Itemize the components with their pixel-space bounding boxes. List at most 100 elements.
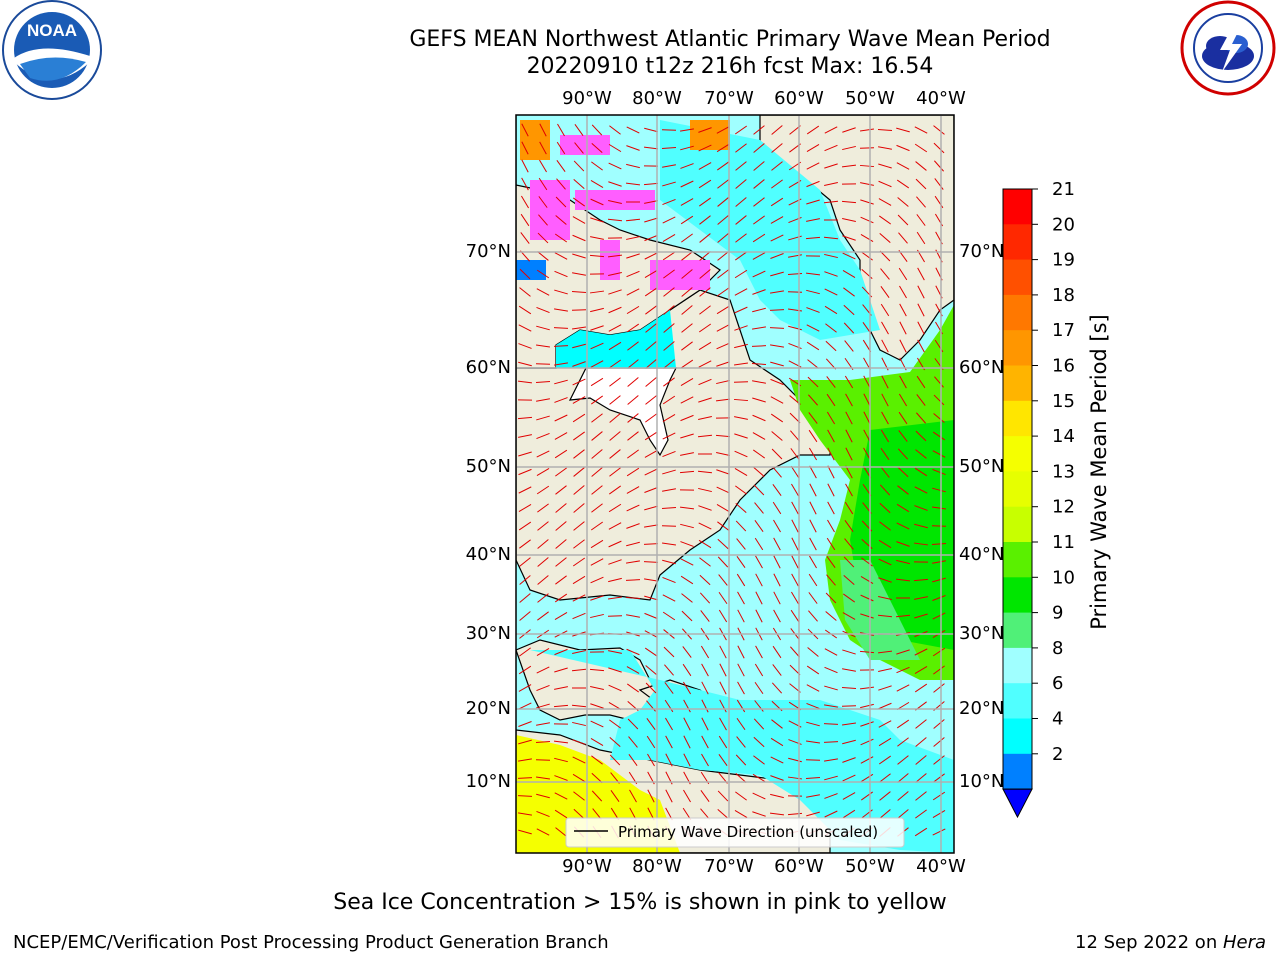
wave-arrow <box>571 668 587 672</box>
wave-arrow <box>915 755 927 765</box>
wave-arrow <box>878 198 892 206</box>
wave-arrow <box>842 612 856 620</box>
wave-arrow <box>914 126 928 134</box>
wave-arrow <box>626 683 640 693</box>
wave-arrow <box>845 447 853 461</box>
wave-arrow <box>665 789 673 803</box>
wave-arrow <box>824 163 838 169</box>
wave-arrow <box>914 596 928 600</box>
wave-arrow <box>572 557 586 567</box>
wave-arrow <box>626 486 640 494</box>
wave-arrow <box>826 537 836 551</box>
wave-arrow <box>879 521 891 531</box>
wave-arrow <box>608 559 622 565</box>
wave-arrow <box>718 609 728 623</box>
wave-arrow <box>863 411 871 425</box>
wave-arrow <box>699 574 711 586</box>
wave-arrow <box>842 235 856 241</box>
wave-arrow <box>608 143 622 153</box>
wave-arrow <box>573 808 585 820</box>
wave-arrow <box>880 466 890 478</box>
lon-tick-bottom: 90°W <box>562 856 612 877</box>
wave-arrow <box>915 430 927 442</box>
wave-arrow <box>590 613 604 619</box>
lon-tick-top: 50°W <box>845 88 895 109</box>
wave-arrow <box>895 614 911 618</box>
wave-arrow <box>683 717 691 731</box>
wave-arrow <box>536 793 550 799</box>
wave-arrow <box>878 180 892 188</box>
wave-arrow <box>608 306 622 314</box>
wave-arrow <box>899 303 907 317</box>
wave-arrow <box>555 557 567 567</box>
wave-arrow <box>608 522 622 530</box>
wave-arrow <box>518 739 532 745</box>
wave-arrow <box>626 504 640 512</box>
colorbar-title: Primary Wave Mean Period [s] <box>1087 314 1111 630</box>
wave-arrow <box>716 143 730 153</box>
wave-arrow <box>770 234 784 242</box>
nws-logo <box>1180 0 1276 96</box>
wave-arrow <box>680 198 694 206</box>
wave-arrow <box>663 646 675 658</box>
lat-tick-right: 30°N <box>959 623 1005 644</box>
wave-arrow <box>518 665 532 675</box>
wave-arrow <box>680 215 694 225</box>
wave-arrow <box>626 323 640 333</box>
lat-tick-right: 10°N <box>959 771 1005 792</box>
colorbar-label: 12 <box>1052 497 1075 518</box>
wave-arrow <box>878 146 892 150</box>
wave-arrow <box>860 773 874 783</box>
wave-arrow <box>734 288 748 296</box>
lat-tick-right: 20°N <box>959 698 1005 719</box>
wave-arrow <box>878 685 892 691</box>
wave-arrow <box>681 233 693 243</box>
wave-arrow <box>607 254 623 258</box>
wave-arrow <box>913 578 929 582</box>
wave-arrow <box>736 573 746 587</box>
wave-arrow <box>752 380 766 384</box>
wave-arrow <box>861 557 873 567</box>
wave-arrow <box>680 541 694 547</box>
wave-arrow <box>913 542 929 546</box>
wave-arrow <box>626 541 640 547</box>
wave-arrow <box>843 593 855 603</box>
wave-arrow <box>680 145 694 151</box>
wave-arrow <box>773 537 781 551</box>
wave-arrow <box>645 413 657 423</box>
wave-arrow <box>698 397 712 403</box>
wave-arrow <box>843 287 855 297</box>
wave-arrow <box>590 737 604 747</box>
wave-arrow <box>644 287 658 297</box>
wave-arrow <box>572 234 586 242</box>
wave-arrow <box>716 469 730 475</box>
wave-arrow <box>809 501 817 515</box>
colorbar-bin <box>1003 224 1032 261</box>
wave-arrow <box>824 126 838 134</box>
wave-arrow <box>573 503 585 513</box>
wave-arrow <box>555 196 567 208</box>
wave-arrow <box>681 341 693 351</box>
wave-arrow <box>608 181 622 187</box>
wave-arrow <box>681 610 693 622</box>
wave-arrow <box>772 466 782 478</box>
lat-tick-left: 30°N <box>465 623 511 644</box>
colorbar-bin <box>1003 189 1032 225</box>
wave-arrow <box>735 772 747 784</box>
wave-arrow <box>806 180 820 188</box>
wave-arrow <box>555 215 567 225</box>
wave-arrow <box>914 666 928 674</box>
wave-arrow <box>662 414 676 422</box>
wave-arrow <box>752 449 766 459</box>
wave-arrow <box>644 234 658 242</box>
wave-arrow <box>573 485 585 495</box>
wave-arrow <box>663 359 675 369</box>
wave-arrow <box>878 667 892 673</box>
wave-arrow <box>518 343 532 349</box>
wave-arrow <box>716 342 730 350</box>
wave-arrow <box>791 537 799 551</box>
wave-arrow <box>645 359 657 369</box>
wave-arrow <box>752 414 766 422</box>
wave-arrow <box>916 375 926 389</box>
wave-arrow <box>861 251 873 261</box>
